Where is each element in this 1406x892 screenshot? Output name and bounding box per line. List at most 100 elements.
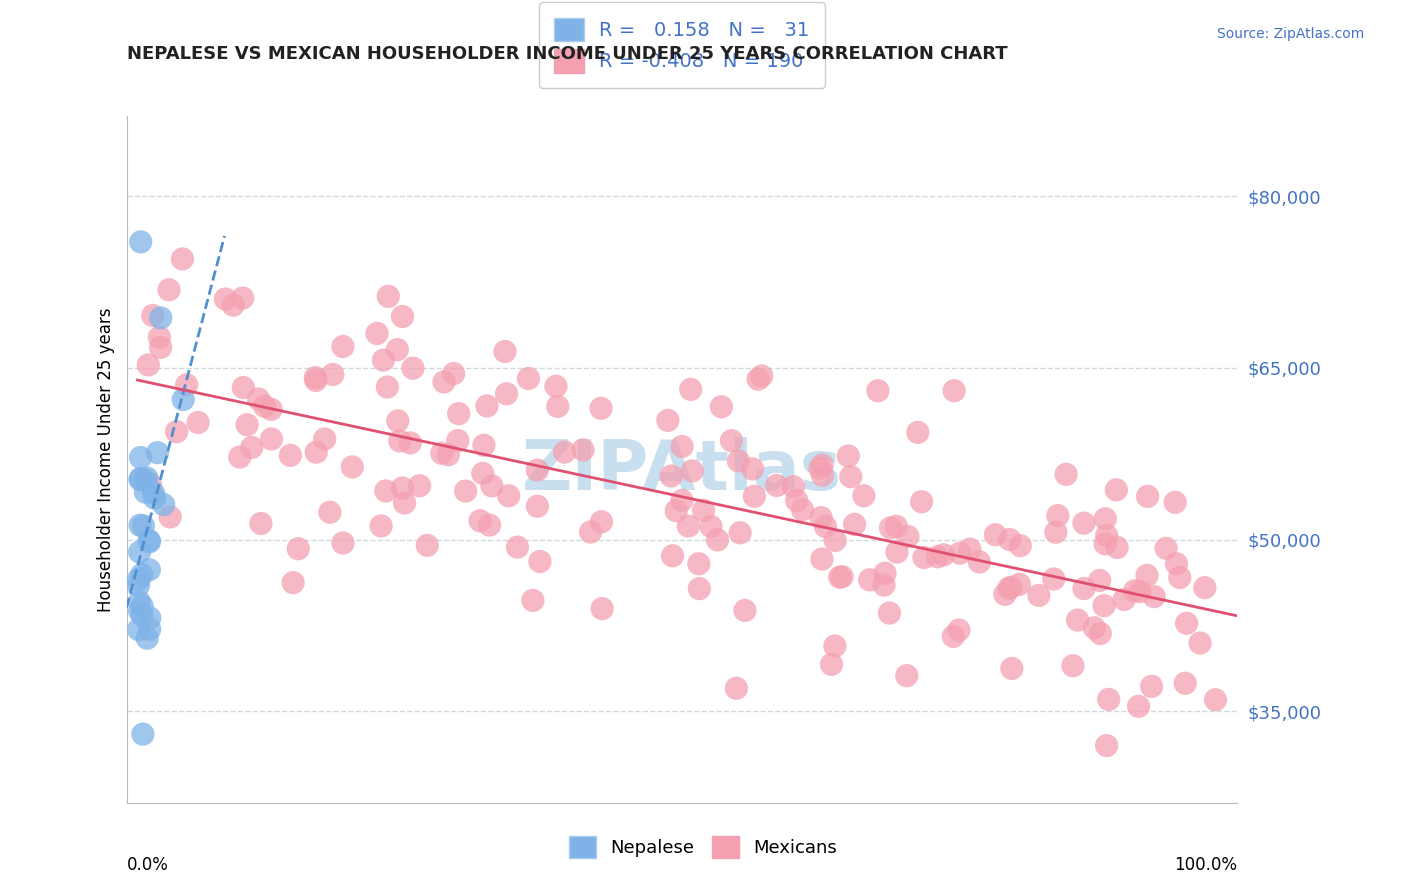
Point	[136, 631, 159, 645]
Point	[657, 413, 679, 427]
Point	[820, 657, 842, 672]
Point	[478, 518, 501, 533]
Point	[1107, 541, 1129, 555]
Point	[253, 399, 276, 413]
Point	[1164, 495, 1187, 509]
Point	[1129, 584, 1152, 599]
Point	[305, 445, 328, 459]
Point	[454, 483, 477, 498]
Point	[387, 414, 409, 428]
Point	[481, 479, 503, 493]
Point	[810, 510, 832, 524]
Point	[232, 380, 254, 394]
Point	[342, 459, 364, 474]
Point	[886, 519, 908, 533]
Point	[1189, 636, 1212, 650]
Point	[1194, 581, 1216, 595]
Point	[720, 434, 742, 448]
Point	[143, 491, 166, 505]
Point	[332, 536, 354, 550]
Point	[506, 540, 529, 554]
Point	[132, 727, 155, 741]
Point	[416, 538, 439, 552]
Point	[591, 601, 613, 615]
Point	[671, 440, 693, 454]
Point	[839, 469, 862, 483]
Point	[948, 623, 970, 637]
Point	[1046, 508, 1069, 523]
Point	[727, 454, 749, 468]
Point	[250, 516, 273, 531]
Point	[142, 486, 165, 500]
Point	[688, 582, 710, 596]
Point	[287, 541, 309, 556]
Point	[129, 450, 152, 465]
Point	[1083, 621, 1105, 635]
Point	[475, 399, 498, 413]
Point	[128, 604, 150, 618]
Point	[1166, 557, 1188, 571]
Point	[260, 402, 283, 417]
Point	[811, 468, 834, 483]
Point	[725, 681, 748, 696]
Point	[679, 382, 702, 396]
Point	[932, 548, 955, 562]
Point	[994, 587, 1017, 601]
Point	[377, 380, 399, 394]
Point	[886, 545, 908, 559]
Point	[811, 552, 834, 566]
Point	[572, 442, 595, 457]
Point	[146, 445, 169, 459]
Point	[700, 519, 723, 533]
Point	[138, 622, 160, 636]
Point	[828, 570, 851, 584]
Point	[1168, 570, 1191, 584]
Point	[1094, 512, 1116, 526]
Point	[734, 603, 756, 617]
Point	[744, 489, 766, 503]
Point	[495, 386, 517, 401]
Point	[187, 416, 209, 430]
Point	[149, 310, 172, 325]
Point	[786, 493, 808, 508]
Point	[498, 489, 520, 503]
Point	[148, 330, 170, 344]
Point	[447, 434, 470, 448]
Point	[1205, 693, 1227, 707]
Point	[128, 572, 150, 586]
Point	[728, 525, 751, 540]
Point	[176, 377, 198, 392]
Point	[859, 573, 882, 587]
Point	[544, 379, 567, 393]
Point	[332, 339, 354, 353]
Point	[240, 441, 263, 455]
Point	[984, 527, 1007, 541]
Point	[135, 471, 157, 485]
Point	[373, 353, 395, 368]
Point	[134, 485, 156, 500]
Point	[232, 291, 254, 305]
Point	[149, 340, 172, 354]
Point	[374, 483, 396, 498]
Point	[1143, 590, 1166, 604]
Point	[959, 542, 981, 557]
Point	[1105, 483, 1128, 497]
Point	[866, 384, 889, 398]
Point	[998, 533, 1021, 547]
Point	[172, 392, 194, 407]
Point	[751, 368, 773, 383]
Point	[1042, 572, 1064, 586]
Y-axis label: Householder Income Under 25 years: Householder Income Under 25 years	[97, 307, 115, 612]
Point	[139, 611, 162, 625]
Point	[1095, 739, 1118, 753]
Point	[844, 517, 866, 532]
Point	[468, 514, 491, 528]
Point	[1073, 582, 1095, 596]
Point	[391, 310, 413, 324]
Point	[1092, 599, 1115, 613]
Point	[747, 372, 769, 386]
Point	[172, 252, 194, 266]
Point	[1094, 537, 1116, 551]
Point	[681, 464, 703, 478]
Point	[129, 518, 152, 533]
